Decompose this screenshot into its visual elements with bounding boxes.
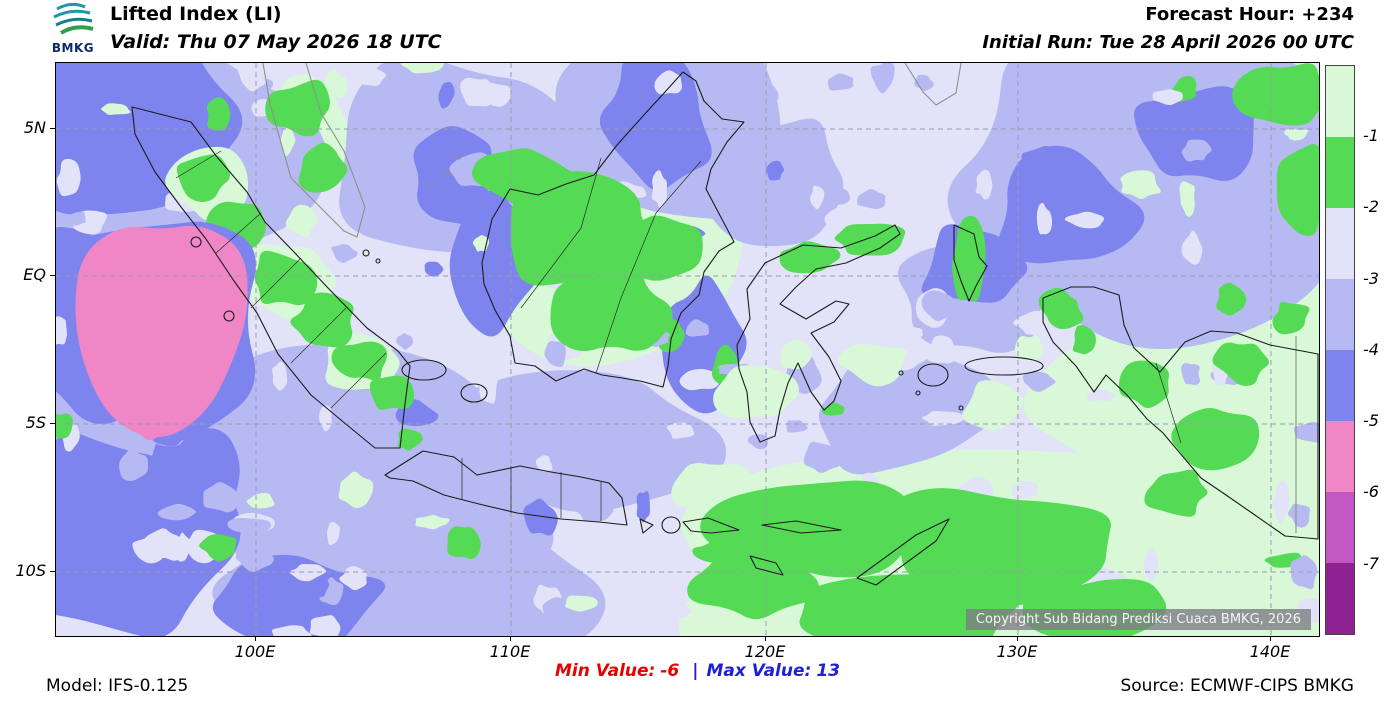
- bmkg-logo-icon: [53, 2, 94, 35]
- x-tickmark: [765, 636, 766, 641]
- legend-label: -1: [1363, 126, 1379, 145]
- y-axis-label-eq: EQ: [23, 265, 46, 284]
- forecast-hour: Forecast Hour: +234: [1145, 4, 1354, 25]
- legend-swatch-li--6-to--5: [1326, 421, 1354, 492]
- min-value: -6: [660, 661, 680, 681]
- model-label: Model: IFS-0.125: [46, 676, 189, 696]
- legend-swatch-li--2-to--1: [1326, 137, 1354, 208]
- legend-swatch-li--3-to--2: [1326, 208, 1354, 279]
- legend-label: -6: [1363, 482, 1379, 501]
- legend-swatch-li-below--7: [1326, 563, 1354, 634]
- grid-lines: [56, 63, 1319, 636]
- legend-swatch-li--7-to--6: [1326, 492, 1354, 563]
- y-axis-label-10s: 10S: [15, 561, 46, 580]
- x-axis-label-140e: 140E: [1249, 642, 1291, 661]
- x-tickmark: [1017, 636, 1018, 641]
- max-value-label: Max Value:: [706, 661, 812, 681]
- y-tickmark: [50, 571, 55, 572]
- foreign-coastlines: [262, 63, 1297, 533]
- bmkg-logo: BMKG: [46, 2, 100, 54]
- x-axis-label-110e: 110E: [489, 642, 531, 661]
- minmax-separator: |: [692, 661, 699, 681]
- copyright-watermark: Copyright Sub Bidang Prediksi Cuaca BMKG…: [965, 609, 1311, 630]
- header-left: BMKG Lifted Index (LI) Valid: Thu 07 May…: [46, 2, 442, 54]
- legend-label: -2: [1363, 197, 1379, 216]
- legend-label: -3: [1363, 269, 1379, 288]
- max-value: 13: [816, 661, 840, 681]
- minmax-values: Min Value: -6 | Max Value: 13: [0, 661, 1400, 681]
- legend-colorbar: [1325, 65, 1355, 635]
- map-canvas: Copyright Sub Bidang Prediksi Cuaca BMKG…: [55, 62, 1320, 637]
- legend-swatch-li--5-to--4: [1326, 350, 1354, 421]
- source-label: Source: ECMWF-CIPS BMKG: [1120, 676, 1354, 696]
- x-tickmark: [255, 636, 256, 641]
- li-field-green-patches: [165, 63, 1319, 636]
- x-tickmark: [1270, 636, 1271, 641]
- y-tickmark: [50, 275, 55, 276]
- x-tickmark: [510, 636, 511, 641]
- li-field-pink-patches: [62, 221, 256, 443]
- legend-swatch-li--4-to--3: [1326, 279, 1354, 350]
- y-tickmark: [50, 128, 55, 129]
- bmkg-logo-text: BMKG: [51, 41, 95, 55]
- y-axis-label-5n: 5N: [23, 118, 46, 137]
- y-axis-label-5s: 5S: [25, 413, 46, 432]
- initial-run: Initial Run: Tue 28 April 2026 00 UTC: [982, 32, 1354, 53]
- legend-label: -4: [1363, 340, 1379, 359]
- legend-swatch-li-above--1: [1326, 66, 1354, 137]
- y-tickmark: [50, 423, 55, 424]
- x-axis-label-130e: 130E: [996, 642, 1038, 661]
- header-right: Forecast Hour: +234 Initial Run: Tue 28 …: [982, 4, 1354, 53]
- x-axis-label-120e: 120E: [744, 642, 786, 661]
- legend-label: -7: [1363, 554, 1379, 573]
- x-axis-label-100e: 100E: [234, 642, 276, 661]
- min-value-label: Min Value:: [555, 661, 656, 681]
- valid-time: Valid: Thu 07 May 2026 18 UTC: [110, 31, 442, 53]
- page-title: Lifted Index (LI): [110, 3, 282, 25]
- legend-label: -5: [1363, 411, 1379, 430]
- province-borders: [175, 150, 1182, 521]
- coastlines: [131, 71, 1319, 586]
- li-field-map: [56, 63, 1319, 636]
- title-block: Lifted Index (LI) Valid: Thu 07 May 2026…: [110, 2, 442, 53]
